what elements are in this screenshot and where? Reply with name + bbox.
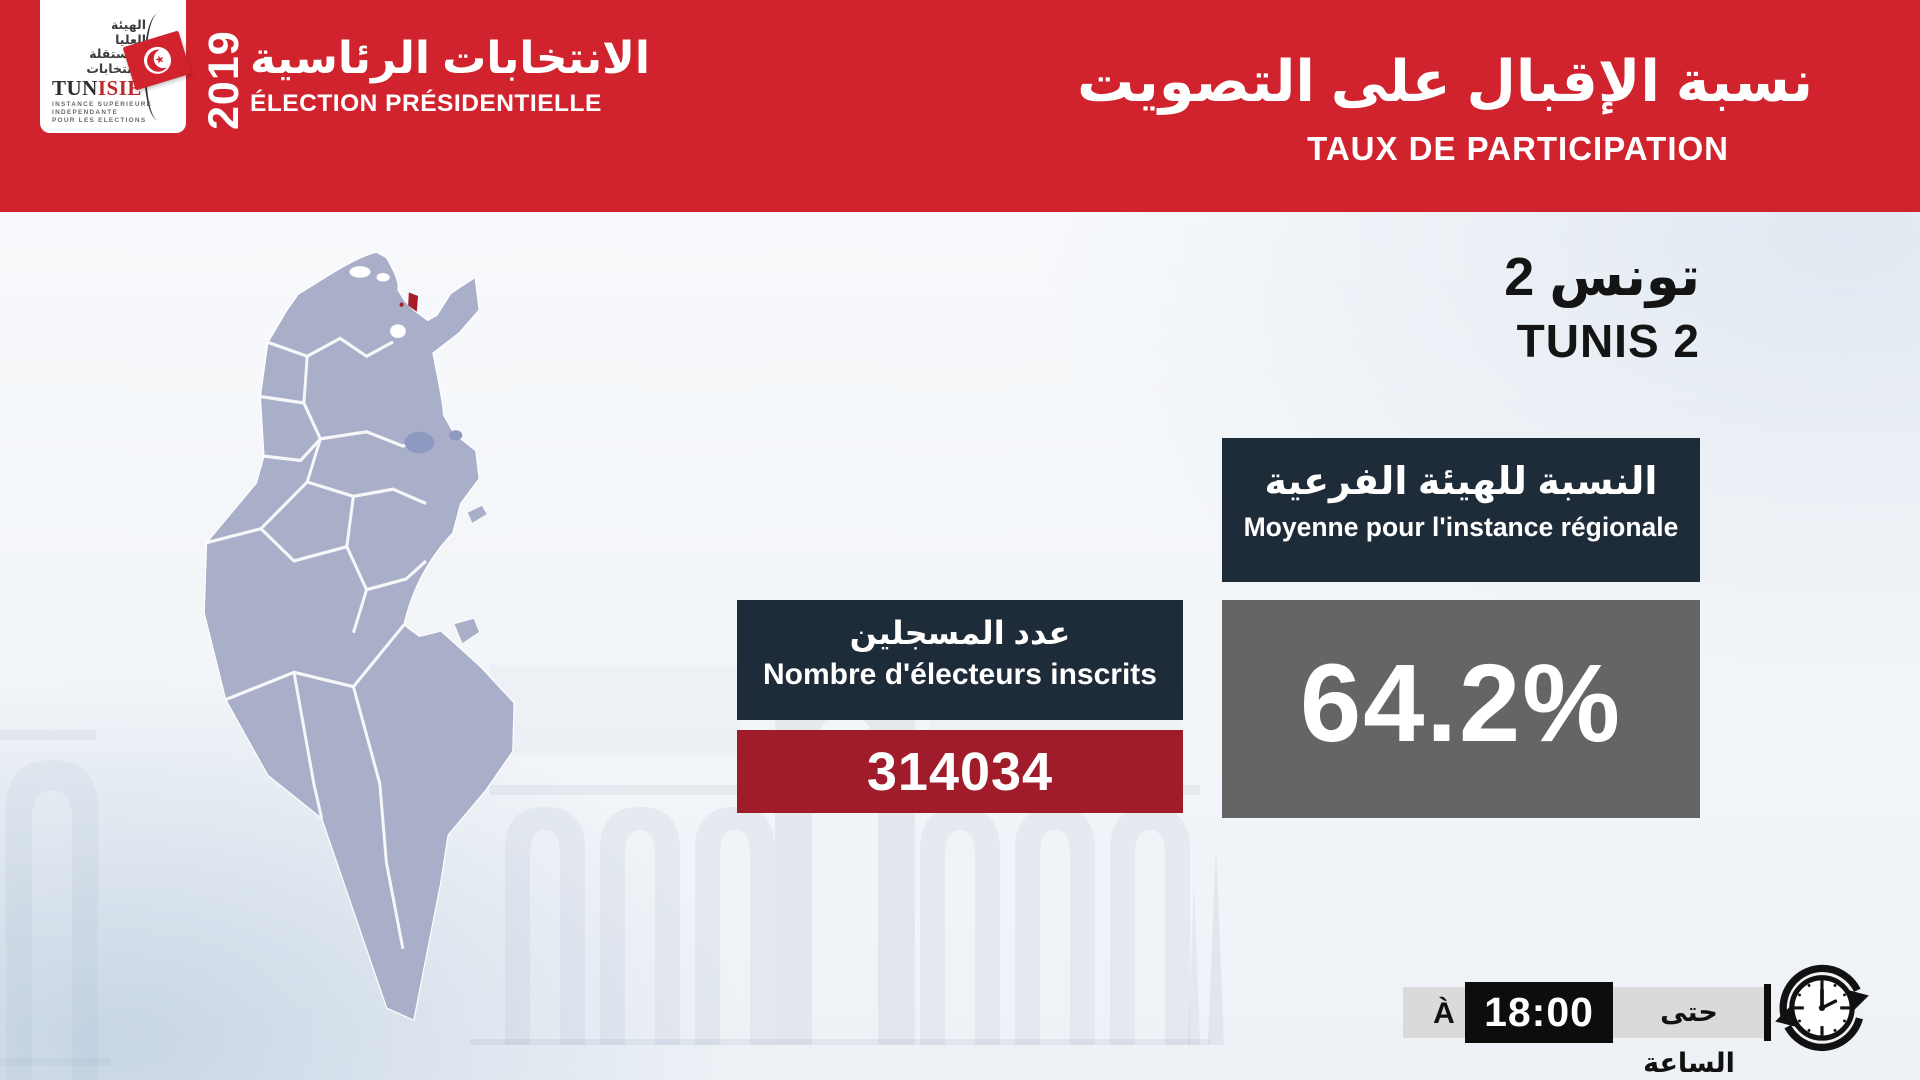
page-title: نسبة الإقبال على التصويت TAUX DE PARTICI… xyxy=(1077,36,1813,168)
wordmark-prefix: TUN xyxy=(52,76,98,100)
header-band: الهيئة العليا المستقلة للانتخابات TUNISI… xyxy=(0,0,1920,212)
clock-icon xyxy=(1775,964,1869,1052)
small-lake xyxy=(449,430,463,441)
isie-subtitle-line: INSTANCE SUPERIEURE xyxy=(52,101,153,108)
lake-bizerte xyxy=(376,273,390,282)
registered-label-french: Nombre d'électeurs inscrits xyxy=(763,658,1157,691)
tunisia-outline xyxy=(204,252,514,1020)
governorate-borders xyxy=(206,336,427,950)
election-title-arabic: الانتخابات الرئاسية xyxy=(250,34,650,83)
palace-watermark-left-fragment xyxy=(0,730,110,1080)
page-title-arabic: نسبة الإقبال على التصويت xyxy=(1077,50,1813,114)
isie-subtitle-line: INDEPENDANTE xyxy=(52,109,119,117)
registered-label-arabic: عدد المسجلين xyxy=(849,615,1071,651)
lake-ichkeul xyxy=(349,266,371,278)
registered-label-box: عدد المسجلين Nombre d'électeurs inscrits xyxy=(737,600,1183,720)
isie-arabic-line: الهيئة xyxy=(110,18,146,32)
isie-subtitle-line: POUR LES ELECTIONS xyxy=(52,117,147,125)
flag-disc: ★ xyxy=(140,43,175,78)
turnout-label-arabic: النسبة للهيئة الفرعية xyxy=(1264,461,1658,503)
kerkennah-islands xyxy=(467,505,487,523)
election-title-french: ÉLECTION PRÉSIDENTIELLE xyxy=(250,90,602,117)
closing-time-label-arabic: حتى الساعة xyxy=(1643,997,1735,1078)
lagoon xyxy=(390,324,406,339)
closing-time-prefix: À xyxy=(1433,997,1455,1030)
isie-wordmark: TUNISIE xyxy=(52,76,142,101)
region-name-french: TUNIS 2 xyxy=(1516,315,1700,367)
sebkha-kelbia xyxy=(404,431,435,454)
djerba-island xyxy=(454,618,479,643)
region-title: تونس 2 TUNIS 2 xyxy=(1504,240,1700,368)
registered-value-box: 314034 xyxy=(737,730,1183,813)
turnout-label-french: Moyenne pour l'instance régionale xyxy=(1243,512,1679,542)
isie-subtitle: INSTANCE SUPERIEURE INDEPENDANTE POUR LE… xyxy=(52,101,152,126)
tunisia-map xyxy=(195,245,525,1035)
turnout-label-box: النسبة للهيئة الفرعية Moyenne pour l'ins… xyxy=(1222,438,1700,582)
region-name-arabic: تونس 2 xyxy=(1504,247,1700,307)
tunis2-highlight-dot xyxy=(399,302,404,307)
election-year: 2019 xyxy=(200,30,248,130)
closing-time-value: 18:00 xyxy=(1465,982,1613,1043)
isie-logo: الهيئة العليا المستقلة للانتخابات TUNISI… xyxy=(40,0,192,133)
turnout-value-box: 64.2% xyxy=(1222,600,1700,818)
closing-time-divider xyxy=(1764,984,1771,1041)
tunis2-highlighted-district xyxy=(408,292,419,312)
page-title-french: TAUX DE PARTICIPATION xyxy=(1307,130,1729,167)
